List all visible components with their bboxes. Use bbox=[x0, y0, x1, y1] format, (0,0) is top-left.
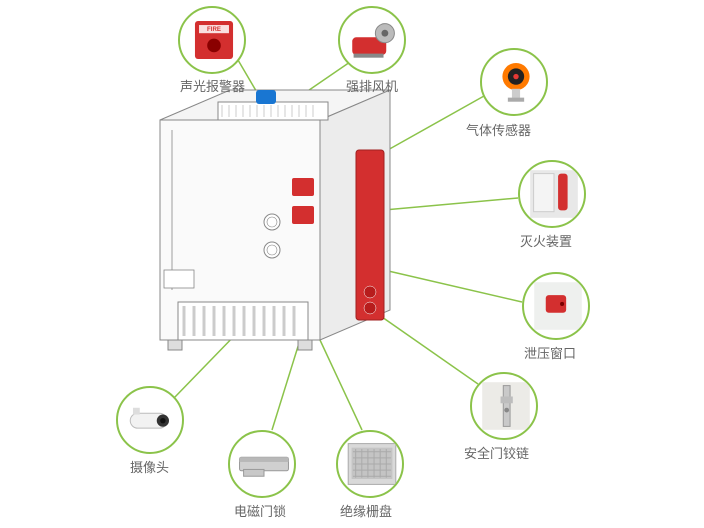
fire-suppression-label: 灭火装置 bbox=[520, 231, 572, 250]
callout-insulation-tray bbox=[336, 430, 404, 498]
em-lock-label: 电磁门锁 bbox=[234, 501, 286, 520]
fan-motor-icon bbox=[340, 6, 404, 74]
diagram-canvas: FIRE 声光报警器 强排风机 气体传感器 灭火装置 bbox=[0, 0, 704, 528]
fire-suppression-circle bbox=[518, 160, 586, 228]
callout-door-hinge bbox=[470, 372, 538, 440]
door-hinge-circle bbox=[470, 372, 538, 440]
insulation-tray-circle bbox=[336, 430, 404, 498]
callout-exhaust-fan bbox=[338, 6, 406, 74]
pressure-window-label: 泄压窗口 bbox=[524, 343, 576, 362]
maglock-icon bbox=[230, 430, 294, 498]
gas-sensor-label: 气体传感器 bbox=[466, 120, 531, 139]
callout-camera bbox=[116, 386, 184, 454]
camera-icon bbox=[118, 386, 182, 454]
pressure-vent-icon bbox=[524, 272, 588, 340]
hinge-icon bbox=[472, 372, 536, 440]
svg-text:FIRE: FIRE bbox=[207, 26, 221, 33]
exhaust-fan-circle bbox=[338, 6, 406, 74]
fire-alarm-icon: FIRE bbox=[180, 6, 244, 74]
callout-em-lock bbox=[228, 430, 296, 498]
alarm-circle: FIRE bbox=[178, 6, 246, 74]
callout-alarm: FIRE bbox=[178, 6, 246, 74]
callout-fire-suppression bbox=[518, 160, 586, 228]
callout-gas-sensor bbox=[480, 48, 548, 116]
extinguisher-icon bbox=[520, 160, 584, 228]
gas-sensor-icon bbox=[482, 48, 546, 116]
gas-sensor-circle bbox=[480, 48, 548, 116]
alarm-label: 声光报警器 bbox=[180, 76, 245, 95]
exhaust-fan-label: 强排风机 bbox=[346, 76, 398, 95]
em-lock-circle bbox=[228, 430, 296, 498]
callout-pressure-window bbox=[522, 272, 590, 340]
camera-circle bbox=[116, 386, 184, 454]
camera-label: 摄像头 bbox=[130, 457, 169, 476]
door-hinge-label: 安全门铰链 bbox=[464, 443, 529, 462]
tray-icon bbox=[338, 430, 402, 498]
insulation-tray-label: 绝缘栅盘 bbox=[340, 501, 392, 520]
pressure-window-circle bbox=[522, 272, 590, 340]
